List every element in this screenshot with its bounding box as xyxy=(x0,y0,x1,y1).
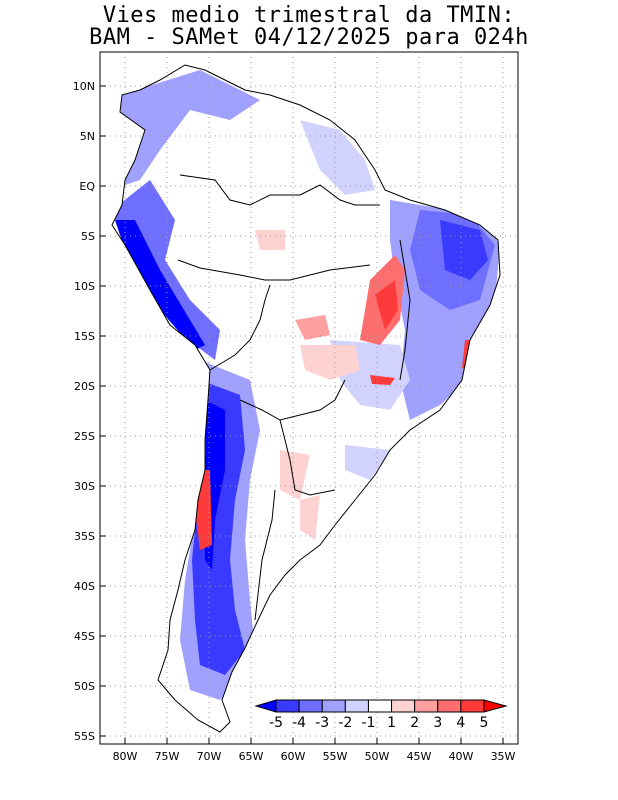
colorbar-label: -1 xyxy=(361,715,375,731)
coastline xyxy=(111,64,501,733)
lon-label: 35W xyxy=(491,750,516,763)
colorbar-label: -3 xyxy=(315,715,329,731)
lat-label: 10S xyxy=(74,280,95,293)
lat-label: 40S xyxy=(74,580,95,593)
map-title-line-1: Vies medio trimestral da TMIN: xyxy=(102,3,516,28)
lon-label: 65W xyxy=(239,750,264,763)
colorbar-label: 3 xyxy=(433,715,442,731)
lat-label: 5S xyxy=(81,230,95,243)
colorbar-label: 2 xyxy=(410,715,419,731)
colorbar-box xyxy=(321,699,346,713)
colorbar-box xyxy=(460,699,485,713)
colorbar-label: -2 xyxy=(338,715,352,731)
map-title-line-2: BAM - SAMet 04/12/2025 para 024h xyxy=(89,25,529,50)
lat-label: 25S xyxy=(74,430,95,443)
lat-label: 15S xyxy=(74,330,95,343)
longitude-labels: 80W 75W 70W 65W 60W 55W 50W 45W 40W 35W xyxy=(113,738,516,763)
plot-frame xyxy=(99,51,519,745)
colorbar-box xyxy=(275,699,300,713)
colorbar-box xyxy=(391,699,416,713)
lon-label: 80W xyxy=(113,750,138,763)
lat-label: 55S xyxy=(74,730,95,743)
colorbar-label: -4 xyxy=(292,715,306,731)
lon-label: 40W xyxy=(449,750,474,763)
lat-label: 5N xyxy=(80,130,95,143)
latitude-labels: 10N 5N EQ 5S 10S 15S 20S 25S 30S 35S 40S 45S 50S 55S xyxy=(73,80,106,743)
lat-label: 30S xyxy=(74,480,95,493)
colorbar-label: 5 xyxy=(480,715,489,731)
colorbar: -5 -4 -3 -2 -1 1 2 3 4 5 xyxy=(254,699,508,731)
lat-label: 50S xyxy=(74,680,95,693)
lat-label: EQ xyxy=(79,180,95,193)
colorbar-label: 1 xyxy=(387,715,396,731)
lat-label: 45S xyxy=(74,630,95,643)
colorbar-box xyxy=(298,699,323,713)
lon-label: 75W xyxy=(155,750,180,763)
colorbar-label: 4 xyxy=(456,715,465,731)
grid-lines xyxy=(100,52,518,744)
colorbar-label: -5 xyxy=(269,715,283,731)
colorbar-box xyxy=(414,699,439,713)
lat-label: 20S xyxy=(74,380,95,393)
lon-label: 70W xyxy=(197,750,222,763)
lon-label: 45W xyxy=(407,750,432,763)
lon-label: 60W xyxy=(281,750,306,763)
lon-label: 55W xyxy=(323,750,348,763)
lat-label: 10N xyxy=(73,80,95,93)
colorbar-box xyxy=(344,699,369,713)
lat-label: 35S xyxy=(74,530,95,543)
colorbar-box xyxy=(367,699,393,713)
lon-label: 50W xyxy=(365,750,390,763)
colorbar-arrow-right xyxy=(483,699,508,713)
colorbar-box xyxy=(437,699,462,713)
